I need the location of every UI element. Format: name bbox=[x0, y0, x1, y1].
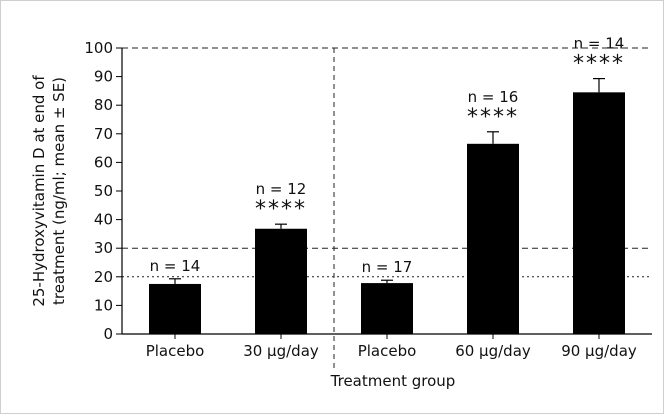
x-tick-label: 90 µg/day bbox=[561, 342, 637, 360]
y-tick-label: 30 bbox=[94, 239, 113, 257]
y-tick-label: 20 bbox=[94, 268, 113, 286]
significance-label: **** bbox=[255, 197, 307, 222]
bar-0 bbox=[149, 283, 201, 334]
bar-1 bbox=[255, 228, 307, 334]
x-tick-label: Placebo bbox=[358, 342, 417, 360]
bar-3 bbox=[467, 143, 519, 334]
bar-4 bbox=[573, 92, 625, 334]
y-tick-label: 80 bbox=[94, 96, 113, 114]
y-tick-label: 10 bbox=[94, 296, 113, 314]
y-tick-label: 60 bbox=[94, 153, 113, 171]
significance-label: **** bbox=[573, 52, 625, 77]
x-tick-label: 30 µg/day bbox=[243, 342, 319, 360]
n-label: n = 12 bbox=[256, 180, 307, 198]
bar-2 bbox=[361, 283, 413, 334]
x-axis-title: Treatment group bbox=[330, 372, 456, 390]
plot-area: 0 10 20 30 40 50 60 70 80 90 100 Placebo n = 14 30 µg… bbox=[84, 35, 652, 372]
y-tick-label: 90 bbox=[94, 68, 113, 86]
y-tick-label: 70 bbox=[94, 125, 113, 143]
y-tick-label: 0 bbox=[103, 325, 113, 343]
y-tick-label: 100 bbox=[84, 39, 113, 57]
y-axis-title-line-1: 25-Hydroxyvitamin D at end of bbox=[30, 75, 48, 307]
y-tick-label: 50 bbox=[94, 182, 113, 200]
n-label: n = 17 bbox=[362, 258, 413, 276]
n-label: n = 14 bbox=[574, 35, 625, 53]
y-axis-title-line-2: treatment (ng/ml; mean ± SE) bbox=[50, 77, 68, 305]
x-tick-label: 60 µg/day bbox=[455, 342, 531, 360]
n-label: n = 16 bbox=[468, 88, 519, 106]
x-tick-label: Placebo bbox=[146, 342, 205, 360]
significance-label: **** bbox=[467, 105, 519, 130]
n-label: n = 14 bbox=[150, 257, 201, 275]
y-tick-label: 40 bbox=[94, 211, 113, 229]
